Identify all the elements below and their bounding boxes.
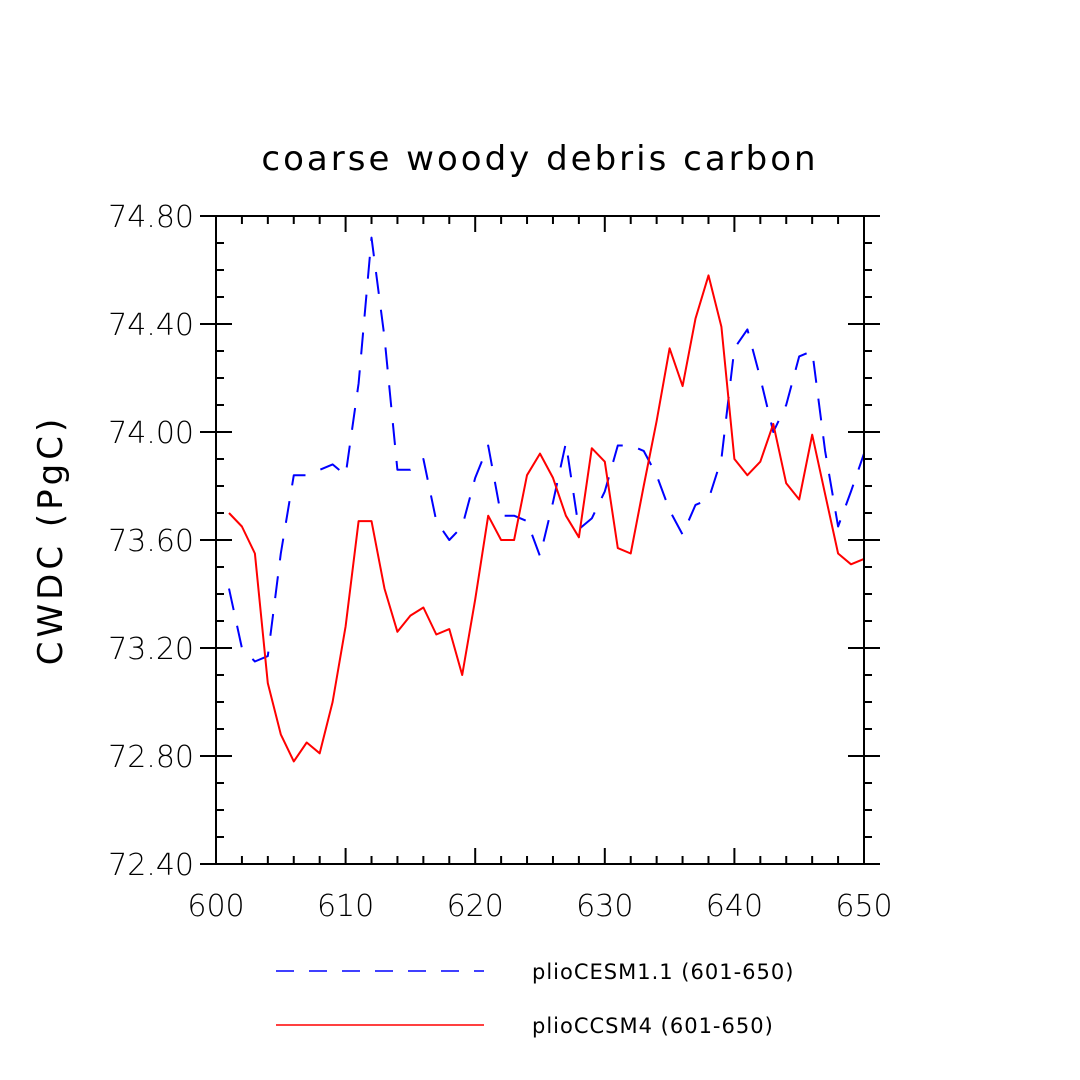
- series-lines: [228, 236, 865, 763]
- y-tick-label: 73.60: [108, 524, 194, 559]
- x-tick-label: 610: [317, 889, 374, 924]
- legend: plioCESM1.1 (601-650) plioCCSM4 (601-650): [276, 960, 794, 1038]
- x-tick-label: 600: [187, 889, 244, 924]
- axis-tick-labels: 600 610 620 630 640 650 72.40 72.80 73.20 73.60 74…: [108, 200, 893, 924]
- x-tick-label: 620: [447, 889, 504, 924]
- y-tick-label: 74.40: [108, 308, 194, 343]
- series-line-1: [228, 274, 865, 763]
- legend-label-0: plioCESM1.1 (601-650): [532, 960, 794, 984]
- x-tick-label: 630: [576, 889, 633, 924]
- x-tick-label: 640: [706, 889, 763, 924]
- series-line-0: [228, 236, 865, 663]
- y-tick-label: 72.40: [108, 848, 194, 883]
- y-tick-label: 74.80: [108, 200, 194, 235]
- x-tick-label: 650: [835, 889, 892, 924]
- chart-title: coarse woody debris carbon: [261, 139, 818, 179]
- plot-frame: [215, 215, 865, 865]
- axis-ticks: [200, 215, 880, 865]
- y-tick-label: 74.00: [108, 416, 194, 451]
- y-axis-label: CWDC (PgC): [31, 415, 71, 665]
- y-tick-label: 72.80: [108, 740, 194, 775]
- legend-label-1: plioCCSM4 (601-650): [532, 1014, 774, 1038]
- y-tick-label: 73.20: [108, 632, 194, 667]
